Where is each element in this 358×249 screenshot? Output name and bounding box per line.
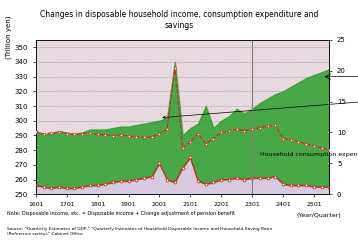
X-axis label: (Year/Quarter): (Year/Quarter)	[296, 213, 341, 218]
Text: Disposable income, etc.: Disposable income, etc.	[163, 87, 358, 119]
Text: Household consumption expenditure: Household consumption expenditure	[260, 152, 358, 157]
Text: Source: "Quarterly Estimates of GDP," "Quarterly Estimates of Household Disposab: Source: "Quarterly Estimates of GDP," "Q…	[7, 227, 272, 236]
Text: Changes in disposable household income, consumption expenditure and
savings: Changes in disposable household income, …	[40, 10, 318, 30]
Text: Note: Disposable income, etc. = Disposable income + Change adjustment of pension: Note: Disposable income, etc. = Disposab…	[7, 211, 235, 216]
Y-axis label: (Trillion yen): (Trillion yen)	[6, 15, 12, 59]
